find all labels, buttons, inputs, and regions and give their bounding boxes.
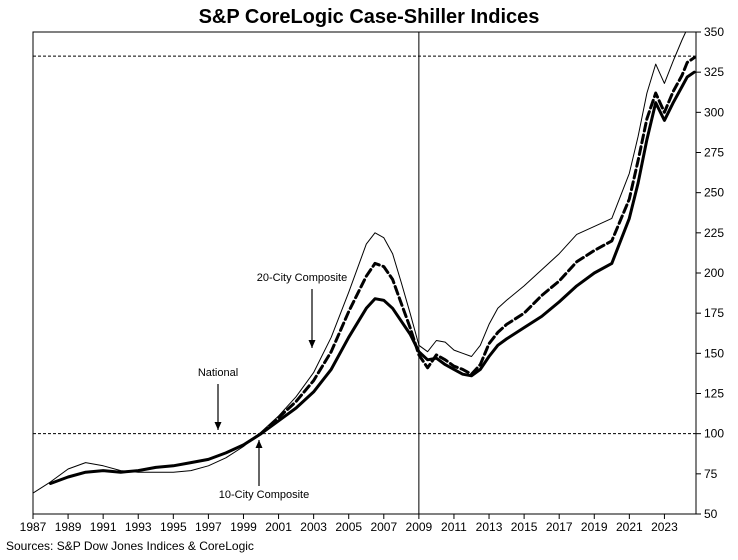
- y-tick-label: 350: [704, 25, 724, 39]
- series-lines: [33, 32, 696, 494]
- annotations: 20-City Composite National 10-City Composi…: [198, 272, 347, 501]
- annotation-arrowhead-20-city-composite: [308, 340, 316, 348]
- x-tick-label: 2003: [300, 520, 327, 534]
- annotation-arrowhead-national: [214, 422, 222, 430]
- annotation-label-20-city-composite: 20-City Composite: [257, 272, 347, 284]
- y-tick-label: 225: [704, 226, 724, 240]
- annotation-arrowhead-10-city-composite: [255, 440, 263, 448]
- x-tick-label: 2005: [335, 520, 362, 534]
- y-tick-label: 275: [704, 146, 724, 160]
- y-tick-label: 175: [704, 306, 724, 320]
- x-tick-label: 2023: [651, 520, 678, 534]
- series-line-national: [49, 70, 696, 485]
- reference-lines: [33, 32, 696, 514]
- x-tick-label: 1993: [125, 520, 152, 534]
- series-line-10-city-composite: [33, 32, 687, 494]
- x-tick-label: 2009: [406, 520, 433, 534]
- chart-title: S&P CoreLogic Case-Shiller Indices: [198, 6, 540, 28]
- y-tick-label: 250: [704, 186, 724, 200]
- x-tick-label: 2019: [581, 520, 608, 534]
- y-tick-label: 75: [704, 467, 718, 481]
- x-tick-label: 1997: [195, 520, 222, 534]
- x-tick-label: 2013: [476, 520, 503, 534]
- x-tick-label: 2015: [511, 520, 538, 534]
- y-tick-label: 200: [704, 266, 724, 280]
- x-tick-label: 1995: [160, 520, 187, 534]
- x-tick-label: 2017: [546, 520, 573, 534]
- x-tick-label: 1989: [55, 520, 82, 534]
- y-tick-label: 125: [704, 387, 724, 401]
- annotation-label-national: National: [198, 367, 238, 379]
- y-tick-label: 100: [704, 427, 724, 441]
- x-axis: 1987 1989 1991 1993 1995 1997 1999 2001 2003 2005…: [20, 514, 678, 534]
- y-tick-label: 150: [704, 346, 724, 360]
- x-tick-label: 1987: [20, 520, 47, 534]
- x-tick-label: 2021: [616, 520, 643, 534]
- x-tick-label: 2011: [441, 520, 467, 534]
- x-tick-label: 1999: [230, 520, 257, 534]
- series-line-20-city-composite: [259, 56, 696, 436]
- y-tick-label: 300: [704, 105, 724, 119]
- source-note: Sources: S&P Dow Jones Indices & CoreLog…: [6, 539, 254, 553]
- annotation-label-10-city-composite: 10-City Composite: [219, 489, 309, 501]
- y-axis: 50 75 100 125 150 175 200 225 250 275 300 325 350: [696, 25, 724, 521]
- x-tick-label: 2007: [370, 520, 397, 534]
- y-tick-label: 325: [704, 65, 724, 79]
- x-tick-label: 2001: [265, 520, 292, 534]
- x-tick-label: 1991: [90, 520, 117, 534]
- y-tick-label: 50: [704, 507, 718, 521]
